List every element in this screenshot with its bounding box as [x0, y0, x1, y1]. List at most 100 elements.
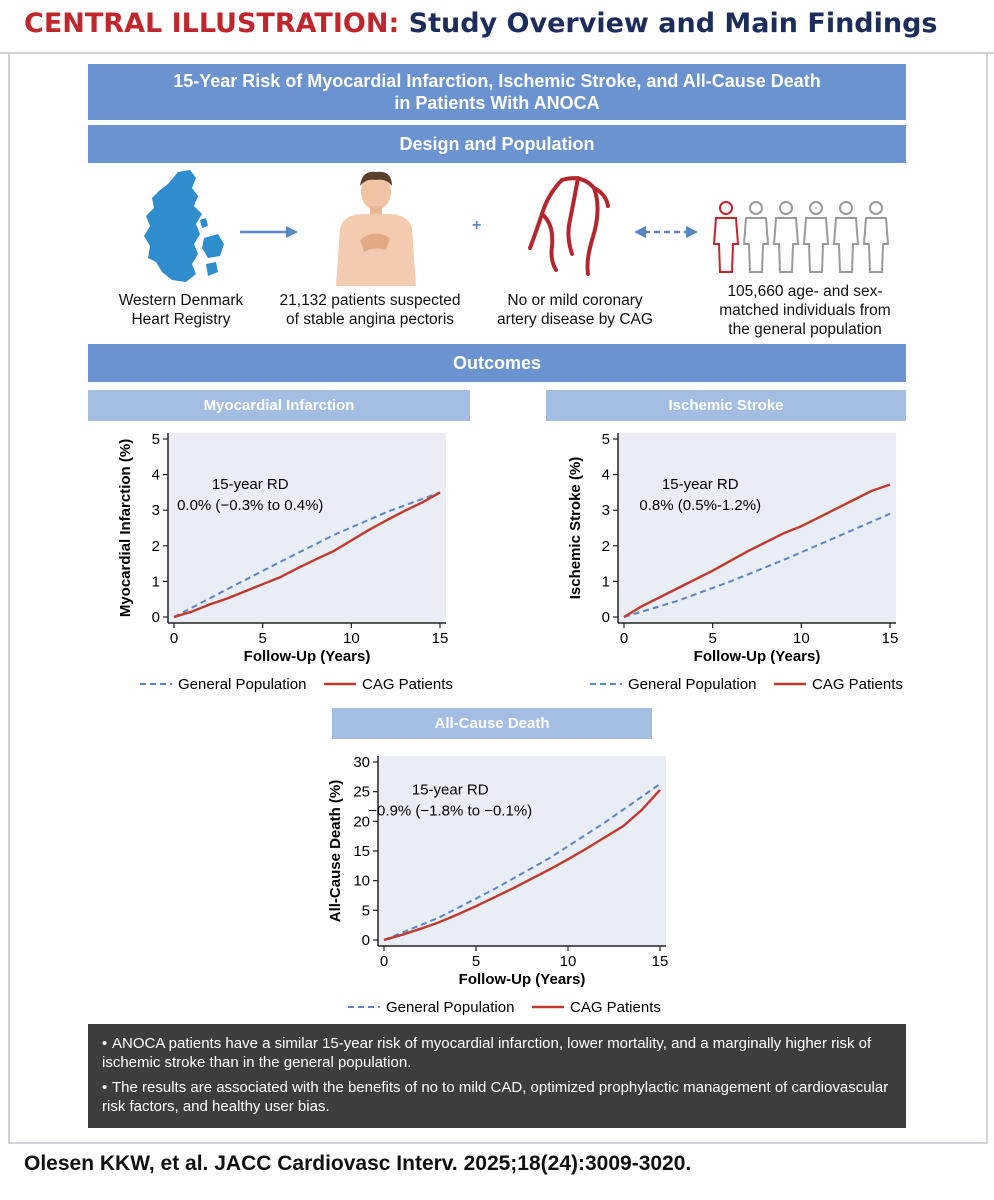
y-tick-label: 3 [152, 502, 160, 519]
rd-annotation-value: −0.9% (−1.8% to −0.1%) [368, 803, 532, 820]
caption-cag: No or mild coronary artery disease by CA… [490, 291, 660, 329]
caption-registry-line-2: Heart Registry [131, 311, 231, 328]
design-heading: Design and Population [88, 125, 906, 163]
y-tick-label: 0 [602, 609, 610, 626]
design-heading-text: Design and Population [399, 133, 595, 154]
chart-all-cause-death: 0 5 10 15 20 25 30 0 5 10 15 Follow-Up (Years) All-C… [327, 754, 669, 1016]
y-tick-label: 10 [353, 873, 370, 890]
caption-patients-line-1: 21,132 patients suspected [279, 292, 461, 309]
rd-annotation-value: 0.8% (0.5%-1.2%) [639, 497, 761, 514]
header-subtitle: Study Overview and Main Findings [408, 8, 938, 39]
y-tick-label: 3 [602, 502, 610, 519]
illustration-frame [8, 52, 988, 1144]
caption-registry: Western Denmark Heart Registry [96, 291, 266, 329]
y-tick-label: 1 [602, 573, 610, 590]
series-general-population [383, 783, 661, 941]
caption-patients: 21,132 patients suspected of stable angi… [270, 291, 470, 329]
x-tick-label: 0 [170, 630, 178, 647]
header-title: CENTRAL ILLUSTRATION: Study Overview and… [24, 8, 938, 39]
legend-label-general: General Population [178, 676, 306, 693]
outcomes-heading: Outcomes [88, 344, 906, 382]
y-tick-label: 25 [353, 784, 370, 801]
y-tick-label: 4 [152, 467, 160, 484]
panel-title-mi: Myocardial Infarction [88, 390, 470, 421]
y-tick-label: 5 [602, 431, 610, 448]
double-arrow-icon [634, 226, 698, 238]
y-tick-label: 0 [362, 932, 370, 949]
title-banner: 15-Year Risk of Myocardial Infarction, I… [88, 64, 906, 120]
panel-title-stroke: Ischemic Stroke [546, 390, 906, 421]
plus-sign: + [472, 217, 482, 234]
y-axis-label: Myocardial Infarction (%) [117, 439, 134, 617]
rd-annotation-title: 15-year RD [412, 782, 489, 799]
panel-title-death: All-Cause Death [332, 708, 652, 739]
population-people-icon [712, 201, 890, 273]
y-axis-label: All-Cause Death (%) [327, 780, 344, 923]
plot-background [378, 756, 666, 946]
plot-background [168, 433, 446, 623]
header-label: CENTRAL ILLUSTRATION: [24, 8, 400, 39]
denmark-map-icon [144, 170, 224, 282]
title-line-2: in Patients With ANOCA [394, 93, 600, 113]
y-tick-label: 1 [152, 573, 160, 590]
x-tick-label: 15 [882, 630, 899, 647]
caption-registry-line-1: Western Denmark [118, 292, 244, 309]
title-line-1: 15-Year Risk of Myocardial Infarction, I… [173, 71, 821, 91]
x-tick-label: 10 [343, 630, 360, 647]
caption-population-line-3: the general population [728, 321, 882, 338]
chart-myocardial-infarction: 0 1 2 3 4 5 0 5 10 15 Follow-Up (Years) Myocardial … [117, 431, 453, 693]
legend-label-cag: CAG Patients [570, 999, 661, 1016]
x-tick-label: 10 [560, 953, 577, 970]
x-tick-label: 0 [380, 953, 388, 970]
summary-bullet-2-text: The results are associated with the bene… [102, 1079, 889, 1115]
outcomes-heading-text: Outcomes [452, 352, 542, 373]
legend-label-general: General Population [628, 676, 756, 693]
x-axis-label: Follow-Up (Years) [694, 648, 821, 665]
patient-chest-pain-icon [336, 171, 416, 286]
summary-bullet-2: • The results are associated with the ben… [102, 1079, 889, 1115]
x-tick-label: 15 [432, 630, 449, 647]
rd-annotation-value: 0.0% (−0.3% to 0.4%) [177, 497, 323, 514]
y-tick-label: 0 [152, 609, 160, 626]
legend-label-cag: CAG Patients [362, 676, 453, 693]
series-general-population [173, 491, 441, 618]
legend-label-cag: CAG Patients [812, 676, 903, 693]
x-tick-label: 15 [652, 953, 669, 970]
caption-population-line-2: matched individuals from [719, 302, 891, 319]
series-general-population [623, 512, 891, 618]
y-tick-label: 15 [353, 843, 370, 860]
x-axis-label: Follow-Up (Years) [244, 648, 371, 665]
caption-patients-line-2: of stable angina pectoris [285, 311, 455, 328]
rd-annotation-title: 15-year RD [212, 476, 289, 493]
plot-background [618, 433, 896, 623]
y-tick-label: 20 [353, 813, 370, 830]
caption-cag-line-1: No or mild coronary [507, 292, 643, 309]
x-tick-label: 0 [620, 630, 628, 647]
y-tick-label: 5 [362, 902, 370, 919]
y-axis-label: Ischemic Stroke (%) [567, 457, 584, 600]
legend-label-general: General Population [386, 999, 514, 1016]
summary-bullet-1-text: ANOCA patients have a similar 15-year ri… [102, 1035, 872, 1071]
series-cag-patients [623, 483, 891, 619]
y-tick-label: 4 [602, 467, 610, 484]
arrow-right-icon [240, 226, 298, 238]
x-tick-label: 5 [708, 630, 716, 647]
y-tick-label: 2 [152, 538, 160, 555]
caption-cag-line-2: artery disease by CAG [497, 311, 653, 328]
y-tick-label: 5 [152, 431, 160, 448]
x-tick-label: 5 [472, 953, 480, 970]
y-tick-label: 30 [353, 754, 370, 771]
summary-bullet-1: • ANOCA patients have a similar 15-year r… [102, 1035, 872, 1071]
coronary-arteries-icon [528, 176, 610, 276]
caption-population-line-1: 105,660 age- and sex- [727, 283, 883, 300]
chart-ischemic-stroke: 0 1 2 3 4 5 0 5 10 15 Follow-Up (Years) Ischemic St… [567, 431, 903, 693]
header-bar: CENTRAL ILLUSTRATION: Study Overview and… [0, 0, 994, 54]
series-cag-patients [383, 789, 661, 942]
x-tick-label: 5 [258, 630, 266, 647]
x-tick-label: 10 [793, 630, 810, 647]
summary-box: • ANOCA patients have a similar 15-year r… [88, 1024, 906, 1128]
x-axis-label: Follow-Up (Years) [459, 971, 586, 988]
rd-annotation-title: 15-year RD [662, 476, 739, 493]
citation: Olesen KKW, et al. JACC Cardiovasc Inter… [24, 1152, 692, 1175]
caption-population: 105,660 age- and sex- matched individual… [700, 282, 910, 339]
